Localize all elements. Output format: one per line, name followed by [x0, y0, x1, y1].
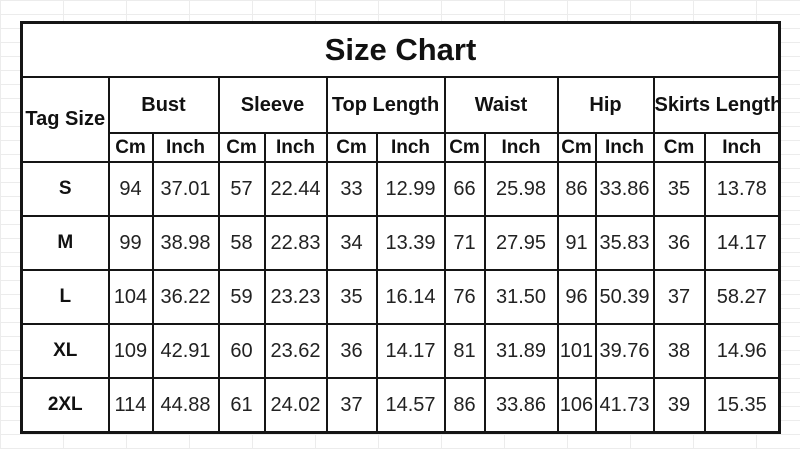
- table-cell: 33.86: [483, 377, 559, 434]
- table-cell: 36: [325, 323, 378, 379]
- table-cell: 35: [652, 161, 706, 217]
- table-cell: 15.35: [703, 377, 781, 434]
- table-cell: 58: [217, 215, 266, 271]
- table-cell: 23.62: [263, 323, 328, 379]
- page-title: Size Chart: [20, 21, 781, 78]
- table-cell: 16.14: [375, 269, 446, 325]
- unit-header-cm: Cm: [107, 132, 154, 163]
- table-cell: 31.50: [483, 269, 559, 325]
- row-tag: 2XL: [20, 377, 110, 434]
- table-cell: 14.17: [375, 323, 446, 379]
- table-row-2xl: 2XL 114 44.88 61 24.02 37 14.57 86 33.86…: [20, 377, 781, 434]
- table-cell: 104: [107, 269, 154, 325]
- unit-header-inch: Inch: [151, 132, 220, 163]
- row-tag: S: [20, 161, 110, 217]
- table-row-s: S 94 37.01 57 22.44 33 12.99 66 25.98 86…: [20, 161, 781, 217]
- table-cell: 23.23: [263, 269, 328, 325]
- table-cell: 35: [325, 269, 378, 325]
- table-cell: 37: [325, 377, 378, 434]
- table-cell: 57: [217, 161, 266, 217]
- unit-header-cm: Cm: [443, 132, 486, 163]
- table-cell: 37: [652, 269, 706, 325]
- table-cell: 106: [556, 377, 597, 434]
- table-cell: 76: [443, 269, 486, 325]
- table-cell: 14.96: [703, 323, 781, 379]
- table-cell: 33.86: [594, 161, 655, 217]
- column-header-skirts-length: Skirts Length: [652, 76, 781, 134]
- table-cell: 27.95: [483, 215, 559, 271]
- table-cell: 36.22: [151, 269, 220, 325]
- table-cell: 41.73: [594, 377, 655, 434]
- unit-header-inch: Inch: [263, 132, 328, 163]
- table-cell: 58.27: [703, 269, 781, 325]
- title-row: Size Chart: [20, 21, 781, 78]
- table-cell: 91: [556, 215, 597, 271]
- table-cell: 25.98: [483, 161, 559, 217]
- unit-header-inch: Inch: [375, 132, 446, 163]
- table-cell: 50.39: [594, 269, 655, 325]
- row-tag: XL: [20, 323, 110, 379]
- table-cell: 22.44: [263, 161, 328, 217]
- column-header-hip: Hip: [556, 76, 655, 134]
- measurement-header-row: Tag Size Bust Sleeve Top Length Waist Hi…: [20, 76, 781, 163]
- table-cell: 59: [217, 269, 266, 325]
- table-cell: 37.01: [151, 161, 220, 217]
- table-cell: 38: [652, 323, 706, 379]
- unit-header-inch: Inch: [483, 132, 559, 163]
- row-tag: M: [20, 215, 110, 271]
- unit-header-cm: Cm: [217, 132, 266, 163]
- table-row-xl: XL 109 42.91 60 23.62 36 14.17 81 31.89 …: [20, 323, 781, 379]
- table-cell: 22.83: [263, 215, 328, 271]
- unit-header-cm: Cm: [325, 132, 378, 163]
- table-cell: 81: [443, 323, 486, 379]
- unit-header-cm: Cm: [652, 132, 706, 163]
- table-cell: 66: [443, 161, 486, 217]
- table-cell: 114: [107, 377, 154, 434]
- table-cell: 14.57: [375, 377, 446, 434]
- table-cell: 42.91: [151, 323, 220, 379]
- column-header-bust: Bust: [107, 76, 220, 134]
- table-cell: 39.76: [594, 323, 655, 379]
- table-cell: 14.17: [703, 215, 781, 271]
- table-cell: 71: [443, 215, 486, 271]
- table-row-m: M 99 38.98 58 22.83 34 13.39 71 27.95 91…: [20, 215, 781, 271]
- size-chart-table: Size Chart Tag Size Bust Sleeve Top Leng…: [20, 21, 782, 434]
- table-cell: 13.39: [375, 215, 446, 271]
- table-cell: 39: [652, 377, 706, 434]
- table-cell: 96: [556, 269, 597, 325]
- unit-header-inch: Inch: [703, 132, 781, 163]
- column-header-top-length: Top Length: [325, 76, 446, 134]
- table-cell: 44.88: [151, 377, 220, 434]
- table-cell: 101: [556, 323, 597, 379]
- table-cell: 12.99: [375, 161, 446, 217]
- table-cell: 61: [217, 377, 266, 434]
- row-tag: L: [20, 269, 110, 325]
- table-cell: 38.98: [151, 215, 220, 271]
- table-cell: 109: [107, 323, 154, 379]
- table-cell: 60: [217, 323, 266, 379]
- unit-header-inch: Inch: [594, 132, 655, 163]
- table-cell: 99: [107, 215, 154, 271]
- column-header-waist: Waist: [443, 76, 559, 134]
- column-header-sleeve: Sleeve: [217, 76, 328, 134]
- table-row-l: L 104 36.22 59 23.23 35 16.14 76 31.50 9…: [20, 269, 781, 325]
- unit-header-row: Cm Inch Cm Inch Cm Inch Cm Inch Cm Inch …: [22, 132, 781, 163]
- table-cell: 94: [107, 161, 154, 217]
- table-cell: 13.78: [703, 161, 781, 217]
- table-cell: 86: [443, 377, 486, 434]
- table-cell: 31.89: [483, 323, 559, 379]
- table-cell: 36: [652, 215, 706, 271]
- table-cell: 35.83: [594, 215, 655, 271]
- table-cell: 24.02: [263, 377, 328, 434]
- tag-size-header: Tag Size: [20, 76, 110, 163]
- table-cell: 34: [325, 215, 378, 271]
- unit-header-cm: Cm: [556, 132, 597, 163]
- table-cell: 86: [556, 161, 597, 217]
- table-cell: 33: [325, 161, 378, 217]
